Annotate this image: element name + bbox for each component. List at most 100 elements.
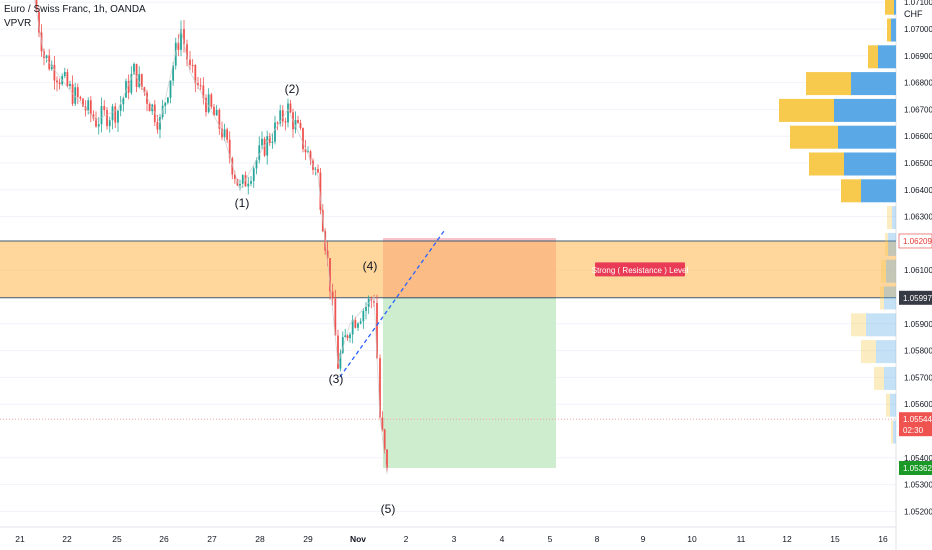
symbol-title[interactable]: Euro / Swiss Franc, 1h, OANDA: [4, 4, 146, 15]
candle-body: [304, 149, 307, 153]
candle-body: [210, 94, 213, 107]
candle-body: [114, 106, 117, 123]
candle-body: [119, 104, 122, 111]
candle-body: [143, 87, 146, 93]
candle-body: [58, 82, 61, 85]
candle-body: [35, 0, 38, 12]
date-tick-label: 8: [595, 534, 600, 544]
price-tick-label: 1.06100: [904, 266, 932, 275]
volume-bar-down: [886, 393, 890, 417]
volume-bar-down: [779, 98, 834, 122]
price-tick-label: 1.06500: [904, 159, 932, 168]
candle-body: [213, 106, 215, 116]
volume-bar-up: [878, 45, 896, 69]
wave-label: (1): [235, 196, 250, 210]
volume-bar-up: [894, 0, 896, 15]
volume-bar-up: [851, 72, 896, 96]
volume-bar-up: [893, 420, 896, 444]
volume-bar-down: [806, 72, 851, 96]
price-tick-label: 1.07100: [904, 0, 932, 7]
price-label-resistance-low-bg: [899, 290, 932, 305]
volume-bar-down: [887, 206, 892, 230]
price-label-resistance-high: 1.06209: [903, 237, 932, 246]
candle-body: [202, 85, 205, 98]
candle-body: [106, 110, 108, 127]
candle-body: [125, 81, 127, 98]
candle-body: [344, 335, 347, 338]
candle-body: [379, 358, 381, 418]
candle-body: [326, 250, 329, 259]
candle-body: [177, 42, 180, 50]
candle-body: [233, 174, 236, 179]
volume-bar-down: [861, 340, 876, 364]
indicator-label[interactable]: VPVR: [4, 18, 32, 29]
candle-body: [349, 334, 351, 338]
price-tick-label: 1.07000: [904, 25, 932, 34]
elliott-wave: (1) (2) (3) (4) (5): [34, 0, 445, 516]
volume-bar-up: [834, 98, 896, 122]
price-label-current: 1.05544: [903, 415, 932, 424]
volume-bar-down: [885, 0, 894, 15]
price-tick-label: 1.05300: [904, 481, 932, 490]
time-axis[interactable]: 21 22 25 26 27 28 29 Nov 2 3 4 5 8 9 10 11 12 15 16: [15, 534, 888, 544]
volume-bar-down: [874, 366, 884, 390]
candle-body: [341, 337, 344, 353]
candle-body: [386, 449, 388, 468]
candle-body: [180, 29, 182, 50]
price-tick-label: 1.06700: [904, 105, 932, 114]
candle-body: [166, 97, 169, 103]
volume-bar-down: [891, 420, 893, 444]
candle-body: [255, 159, 258, 169]
candle-body: [302, 127, 304, 150]
date-tick-label: 4: [500, 534, 505, 544]
date-tick-label: 16: [878, 534, 888, 544]
date-tick-label: 9: [641, 534, 646, 544]
volume-bar-down: [790, 125, 838, 149]
date-tick-label: 2: [404, 534, 409, 544]
candle-body: [79, 97, 82, 99]
candle-body: [194, 64, 197, 84]
candle-body: [103, 106, 106, 111]
candle-body: [133, 63, 135, 75]
candle-body: [289, 103, 292, 113]
candle-body: [140, 74, 143, 88]
candle-body: [130, 74, 133, 93]
price-tick-label: 1.05200: [904, 507, 932, 516]
volume-bar-down: [851, 313, 866, 337]
candle-body: [108, 120, 111, 127]
volume-bar-down: [809, 152, 844, 176]
chart-legend: Euro / Swiss Franc, 1h, OANDA VPVR: [4, 3, 146, 31]
candle-body: [331, 291, 334, 299]
volume-bar-up: [838, 125, 896, 149]
price-tick-label: 1.05900: [904, 320, 932, 329]
volume-bar-down: [868, 45, 878, 69]
candle-body: [218, 109, 221, 129]
take-profit-area: [383, 297, 556, 468]
candle-body: [314, 169, 317, 171]
candle-body: [376, 302, 378, 359]
candle-body: [383, 429, 386, 450]
candle-body: [307, 151, 309, 153]
price-axis[interactable]: 1.07100 1.07000 1.06900 1.06800 1.06700 1.066…: [898, 0, 932, 516]
candle-body: [82, 98, 84, 107]
candle-body: [97, 124, 100, 127]
candle-body: [297, 120, 299, 123]
candle-body: [319, 172, 322, 210]
resistance-band: [0, 240, 896, 298]
candle-body: [56, 80, 58, 83]
candle-body: [334, 298, 337, 336]
candle-body: [299, 122, 302, 128]
volume-bar-down: [880, 286, 884, 310]
date-tick-label: 12: [782, 534, 792, 544]
candle-body: [261, 138, 263, 146]
volume-bar-down: [841, 179, 861, 203]
price-countdown: 02:30: [903, 426, 924, 435]
price-label-target: 1.05362: [903, 464, 932, 473]
date-tick-label: 3: [452, 534, 457, 544]
candle-body: [276, 122, 279, 124]
candle-body: [148, 103, 151, 112]
price-tick-label: 1.06600: [904, 132, 932, 141]
volume-profile: [779, 0, 896, 444]
